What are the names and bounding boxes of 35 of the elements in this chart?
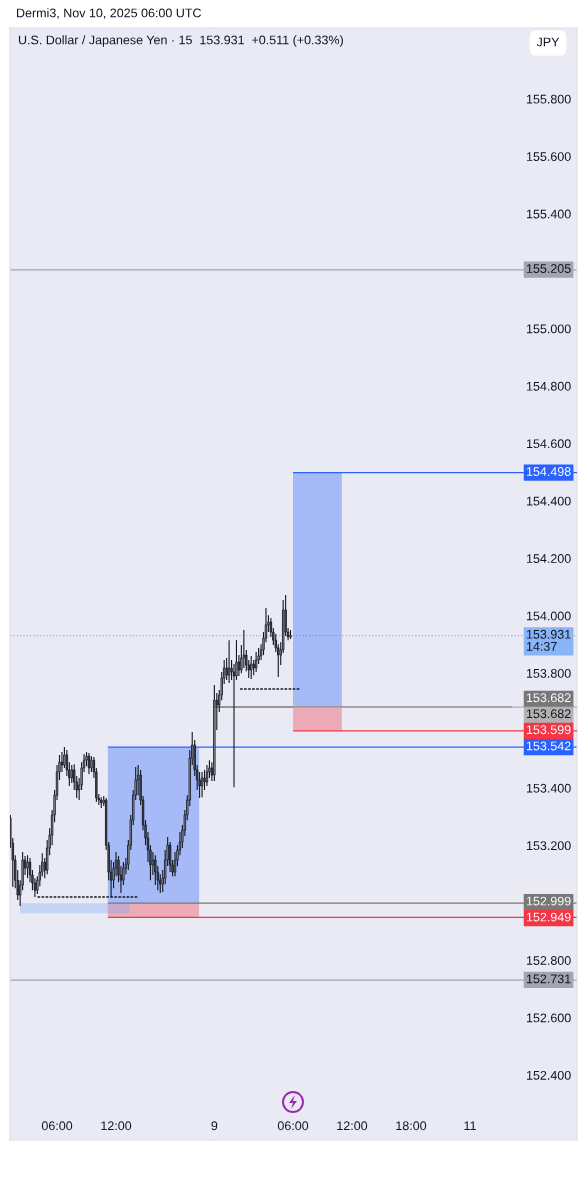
text: U.S. Dollar / Japanese Yen · 15 153.931 +0.511 (+0.33%) xyxy=(18,35,343,47)
y-tick-label: 155.600 xyxy=(526,152,571,161)
y-tick-label: 153.800 xyxy=(526,668,571,678)
y-tick-label: 154.000 xyxy=(526,611,571,621)
ref-line-label: 153.599 xyxy=(526,725,571,735)
x-tick-label: 12:00 xyxy=(101,1121,132,1131)
data-label: 153.682 xyxy=(526,693,571,703)
x-tick-label: 11 xyxy=(464,1121,476,1131)
y-tick-label: 155.000 xyxy=(526,324,571,334)
x-tick-label: 18:00 xyxy=(396,1121,427,1131)
x-tick-label: 12:00 xyxy=(337,1121,368,1131)
y-tick-label: 155.800 xyxy=(526,94,571,104)
y-tick-label: 154.600 xyxy=(526,439,571,449)
y-tick-label: 154.800 xyxy=(526,381,571,391)
ref-line-label: 153.931 14:37 xyxy=(526,629,571,651)
y-axis-title: JPY xyxy=(536,37,560,47)
ref-line-label: 153.682 xyxy=(526,709,571,719)
y-tick-label: 152.400 xyxy=(526,1070,571,1080)
ref-line-label: 152.949 xyxy=(526,912,571,922)
y-tick-label: 153.200 xyxy=(526,841,571,851)
y-tick-label: 155.400 xyxy=(526,209,571,219)
y-tick-label: 152.800 xyxy=(526,956,571,965)
y-tick-label: 152.600 xyxy=(526,1013,571,1023)
x-tick-label: 06:00 xyxy=(277,1121,309,1131)
text: Dermi3, Nov 10, 2025 06:00 UTC xyxy=(17,8,202,19)
ref-line-label: 154.498 xyxy=(526,467,571,476)
x-tick-label: 06:00 xyxy=(41,1121,73,1131)
ref-line-label: 152.999 xyxy=(526,896,571,906)
y-tick-label: 154.400 xyxy=(526,496,571,506)
y-tick-label: 154.200 xyxy=(526,554,571,563)
y-tick-label: 153.400 xyxy=(526,783,571,793)
x-tick-label: 9 xyxy=(211,1121,218,1131)
ref-line-label: 152.731 xyxy=(526,974,571,984)
ref-line-label: 155.205 xyxy=(526,264,571,273)
ref-line-label: 153.542 xyxy=(526,741,571,751)
